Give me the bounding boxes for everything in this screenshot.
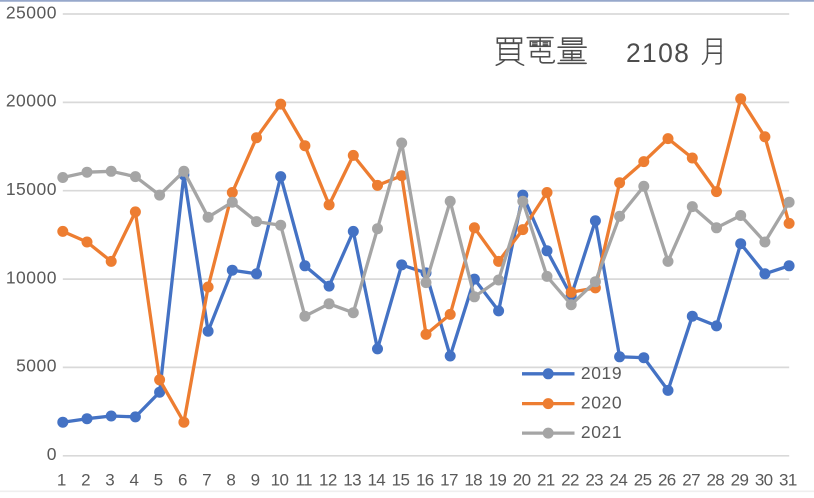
svg-text:9: 9 (251, 471, 260, 490)
svg-text:7: 7 (202, 471, 211, 490)
svg-text:10: 10 (271, 471, 289, 490)
svg-text:2108: 2108 (626, 38, 690, 68)
svg-text:27: 27 (682, 471, 700, 490)
svg-text:28: 28 (706, 471, 724, 490)
svg-text:3: 3 (105, 471, 114, 490)
svg-text:6: 6 (178, 471, 187, 490)
svg-text:24: 24 (610, 471, 628, 490)
svg-text:1: 1 (57, 471, 66, 490)
svg-text:10000: 10000 (6, 267, 57, 287)
svg-text:17: 17 (440, 471, 458, 490)
svg-text:15: 15 (392, 471, 410, 490)
svg-text:15000: 15000 (6, 179, 57, 199)
svg-text:5000: 5000 (16, 356, 57, 376)
svg-text:16: 16 (416, 471, 434, 490)
svg-text:26: 26 (658, 471, 676, 490)
svg-text:25000: 25000 (6, 2, 57, 22)
svg-text:8: 8 (226, 471, 235, 490)
svg-text:22: 22 (561, 471, 579, 490)
svg-text:20000: 20000 (6, 91, 57, 111)
svg-text:2019: 2019 (581, 363, 622, 383)
svg-text:30: 30 (755, 471, 773, 490)
svg-text:5: 5 (154, 471, 163, 490)
svg-text:0: 0 (47, 444, 57, 464)
svg-text:21: 21 (537, 471, 555, 490)
svg-text:23: 23 (585, 471, 603, 490)
svg-text:31: 31 (779, 471, 797, 490)
svg-text:20: 20 (513, 471, 531, 490)
svg-text:25: 25 (634, 471, 652, 490)
svg-text:19: 19 (489, 471, 507, 490)
svg-text:2021: 2021 (581, 422, 622, 442)
svg-text:14: 14 (367, 471, 385, 490)
svg-text:29: 29 (731, 471, 749, 490)
svg-text:11: 11 (295, 471, 312, 490)
svg-text:2020: 2020 (581, 393, 622, 413)
svg-text:13: 13 (343, 471, 361, 490)
svg-text:18: 18 (464, 471, 482, 490)
svg-text:4: 4 (129, 471, 138, 490)
svg-text:12: 12 (319, 471, 337, 490)
svg-text:2: 2 (81, 471, 90, 490)
